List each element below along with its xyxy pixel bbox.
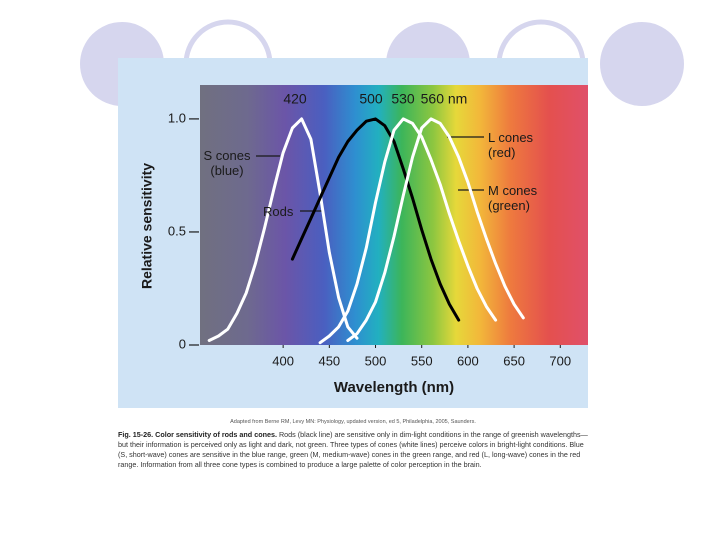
- series-line: [346, 117, 525, 342]
- y-tick-label: 0.5: [168, 223, 186, 238]
- x-tick-label: 450: [318, 353, 340, 368]
- series-line: [290, 117, 461, 322]
- source-note: Adapted from Berne RM, Levy MN: Physiolo…: [230, 419, 476, 425]
- peak-label: 530: [391, 91, 415, 107]
- x-tick-label: 550: [411, 353, 433, 368]
- caption-label: Fig. 15-26. Color sensitivity of rods an…: [118, 430, 277, 439]
- x-tick-label: 400: [272, 353, 294, 368]
- figure-caption: Fig. 15-26. Color sensitivity of rods an…: [118, 430, 592, 470]
- y-tick-label: 0: [179, 336, 186, 351]
- series-line: [318, 117, 498, 345]
- x-tick-label: 500: [365, 353, 387, 368]
- series-label: M cones (green): [488, 183, 538, 213]
- x-axis-label: Wavelength (nm): [334, 379, 454, 396]
- x-tick-label: 600: [457, 353, 479, 368]
- caption-text: Rods (black line) are sensitive only in …: [118, 430, 588, 469]
- y-axis-label: Relative sensitivity: [139, 163, 155, 289]
- series-label: S cones (blue): [203, 148, 251, 178]
- y-tick-label: 1.0: [168, 110, 186, 125]
- x-tick-label: 700: [549, 353, 571, 368]
- plot-area: [200, 85, 588, 345]
- peak-label: 420: [283, 91, 307, 107]
- peak-label: 500: [359, 91, 383, 107]
- series-line: [207, 117, 359, 342]
- series-label: Rods: [263, 204, 294, 219]
- x-tick-label: 650: [503, 353, 525, 368]
- peak-label: 560 nm: [421, 91, 468, 107]
- series-label: L cones (red): [488, 130, 534, 160]
